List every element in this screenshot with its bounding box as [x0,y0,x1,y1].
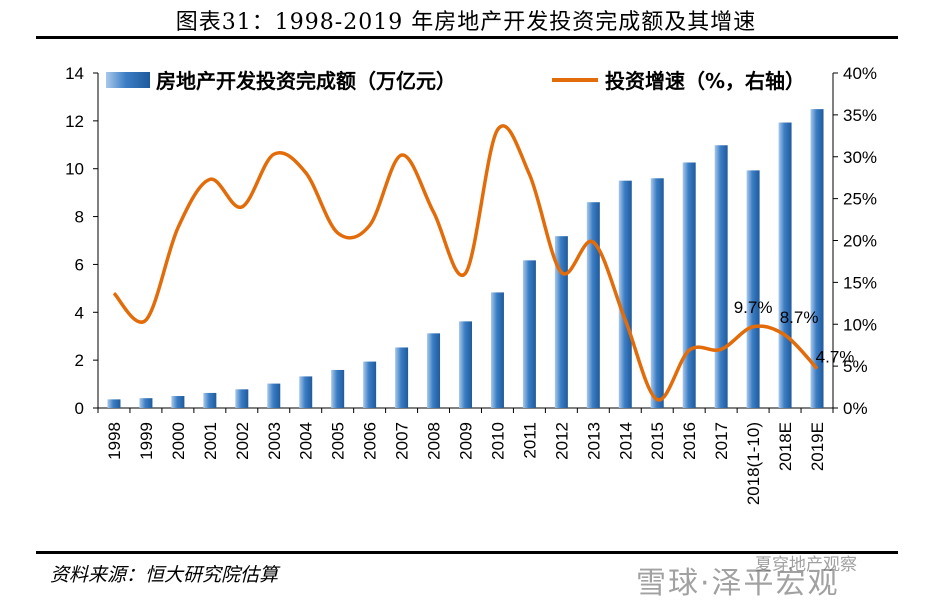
bar [650,178,664,408]
y-tick-label-right: 0% [843,399,868,418]
y-tick-label-right: 35% [843,106,877,125]
bar [363,361,377,408]
x-tick-label: 2014 [616,422,635,460]
x-tick-label: 2011 [520,422,539,459]
bar [746,170,760,408]
bar [267,383,281,408]
bar [810,109,824,408]
y-tick-label-left: 10 [65,160,84,179]
bar [395,347,409,408]
bar [522,260,536,408]
x-tick-label: 2018E [776,422,795,471]
x-tick-label: 2010 [488,422,507,460]
tick-labels: 0 2 4 6 8 10 12 14 0% 5% 10% 15% 20% 25% 30% 35% 40% 1998… [65,64,877,505]
y-tick-label-left: 0 [75,399,84,418]
legend-bar-swatch [106,72,150,88]
bar [778,122,792,409]
line-series [112,124,819,402]
bar [139,398,153,408]
bar [459,321,472,408]
x-tick-label: 2015 [648,422,667,460]
legend: 房地产开发投资完成额（万亿元） 投资增速（%，右轴） [106,69,805,93]
bar [107,399,121,408]
y-tick-label-right: 10% [843,315,877,334]
x-tick-label: 2019E [808,422,827,471]
data-label: 9.7% [734,298,773,317]
bar [618,180,632,408]
bar [299,376,313,408]
bar [490,292,504,408]
x-tick-label: 2008 [425,422,444,460]
top-rule [36,36,898,39]
y-tick-label-left: 4 [75,303,84,322]
y-tick-label-right: 40% [843,64,877,83]
x-tick-label: 2006 [361,422,380,460]
x-tick-label: 2018(1-10) [744,422,763,505]
bar [714,145,728,408]
bar-series [107,109,824,409]
legend-line-label: 投资增速（%，右轴） [605,69,805,93]
bar [171,396,185,408]
growth-line [112,124,819,402]
x-tick-label: 2002 [233,422,252,460]
bar [586,202,600,408]
x-tick-label: 2009 [457,422,476,460]
bottom-rule [36,551,898,554]
x-tick-label: 2004 [297,422,316,460]
x-tick-label: 2012 [552,422,571,460]
x-tick-label: 2017 [712,422,731,460]
bar [554,236,568,408]
x-tick-label: 2016 [680,422,699,460]
y-tick-label-right: 25% [843,190,877,209]
bar [427,333,441,408]
watermark: 雪球·泽平宏观 [636,566,840,601]
legend-bar-label: 房地产开发投资完成额（万亿元） [156,69,456,93]
data-label: 8.7% [780,308,819,327]
y-tick-label-left: 6 [75,255,84,274]
bar [682,162,696,408]
y-tick-label-right: 5% [843,357,868,376]
bar [203,392,217,408]
watermark-small: 夏穿地产观察 [755,555,857,575]
x-tick-label: 2013 [584,422,603,460]
y-tick-label-right: 30% [843,148,877,167]
y-tick-label-right: 20% [843,232,877,251]
x-tick-label: 2007 [393,422,412,460]
x-tick-label: 1999 [137,422,156,460]
y-tick-label-left: 2 [75,351,84,370]
x-tick-label: 1998 [105,422,124,460]
y-tick-label-right: 15% [843,273,877,292]
x-tick-label: 2000 [169,422,188,460]
bar [331,369,345,408]
x-tick-label: 2001 [201,422,220,460]
y-tick-label-left: 12 [65,112,84,131]
bar [235,389,249,408]
y-tick-label-left: 8 [75,208,84,227]
y-tick-label-left: 14 [65,64,84,83]
source-note: 资料来源：恒大研究院估算 [50,564,279,586]
chart-title: 图表31：1998-2019 年房地产开发投资完成额及其增速 [175,10,757,35]
x-tick-label: 2003 [265,422,284,460]
data-label: 4.7% [816,348,855,367]
x-tick-label: 2005 [329,422,348,460]
